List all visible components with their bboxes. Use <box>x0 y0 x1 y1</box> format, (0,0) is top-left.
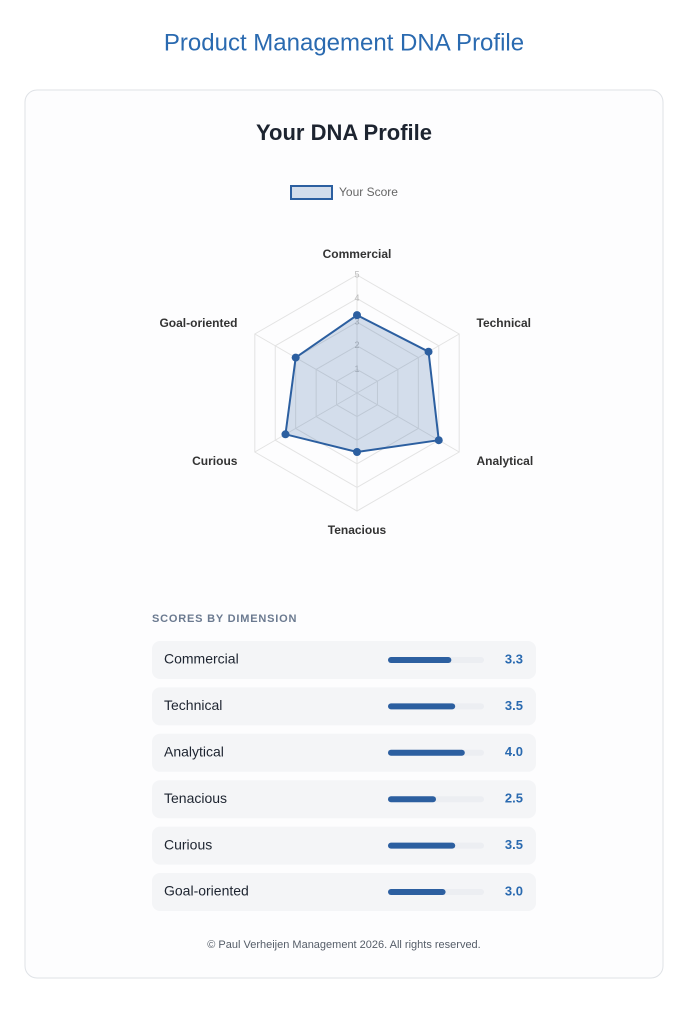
axis-spoke <box>356 333 460 394</box>
score-label: Technical <box>164 697 222 713</box>
score-row <box>152 826 536 865</box>
score-point <box>281 430 290 439</box>
footer: © Paul Verheijen Management 2026. All ri… <box>207 939 481 951</box>
score-bar <box>388 749 465 756</box>
score-label: Curious <box>164 836 212 852</box>
score-label: Tenacious <box>164 790 227 806</box>
score-value: 3.3 <box>505 651 523 666</box>
score-label: Analytical <box>164 744 224 760</box>
axis-label: Commercial <box>323 247 392 261</box>
score-row <box>152 641 536 679</box>
score-value: 4.0 <box>505 744 523 759</box>
score-point <box>424 347 433 356</box>
r-tick-label: 1 <box>354 364 359 374</box>
chart-title: Your DNA Profile <box>256 120 432 145</box>
score-row <box>152 687 536 726</box>
axis-label: Tenacious <box>328 523 387 537</box>
score-point <box>291 353 300 362</box>
axis-label: Analytical <box>477 454 534 468</box>
score-row <box>152 873 536 911</box>
score-label: Goal-oriented <box>164 883 249 899</box>
score-bar <box>388 657 452 663</box>
r-tick-label: 4 <box>354 293 359 303</box>
score-value: 3.5 <box>505 698 523 713</box>
page-title: Product Management DNA Profile <box>164 29 524 56</box>
axis-label: Curious <box>192 454 238 468</box>
score-point <box>434 436 443 445</box>
legend-label: Your Score <box>339 185 398 199</box>
r-tick-label: 2 <box>354 340 359 350</box>
score-value: 2.5 <box>505 791 523 806</box>
score-bar <box>388 889 446 895</box>
axis-spoke <box>254 392 358 453</box>
legend-swatch <box>290 185 333 200</box>
axis-spoke <box>254 333 358 394</box>
score-point <box>353 448 361 456</box>
score-row <box>152 780 536 819</box>
scores-heading: SCORES BY DIMENSION <box>152 613 297 625</box>
score-value: 3.5 <box>505 837 523 852</box>
score-value: 3.0 <box>505 883 523 898</box>
axis-label: Technical <box>477 316 531 330</box>
r-tick-label: 5 <box>354 269 359 279</box>
score-bar <box>388 842 456 849</box>
score-bar <box>388 796 436 803</box>
axis-label: Goal-oriented <box>159 316 237 330</box>
score-point <box>353 311 361 320</box>
score-label: Commercial <box>164 651 239 667</box>
r-tick-label: 3 <box>354 317 359 327</box>
score-bar <box>388 703 456 710</box>
score-row <box>152 733 536 772</box>
